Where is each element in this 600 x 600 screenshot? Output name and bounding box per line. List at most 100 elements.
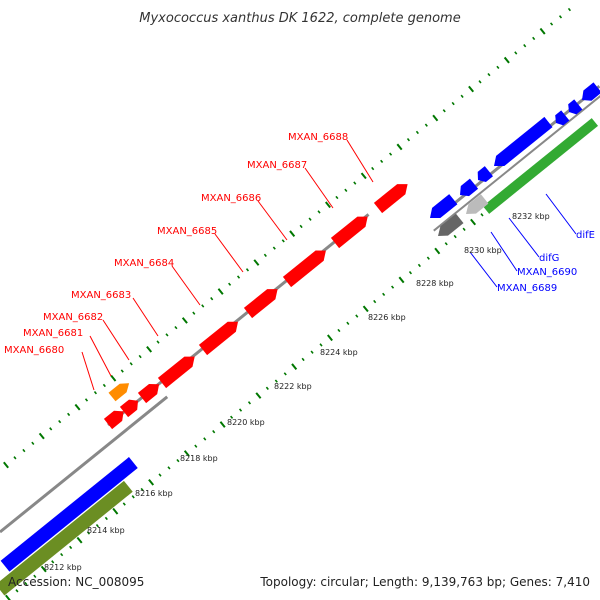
gene-label: MXAN_6688 <box>288 132 348 143</box>
inner-tick-mark <box>382 292 386 297</box>
outer-tick-mark <box>138 354 142 359</box>
outer-tick-mark <box>3 461 9 469</box>
gene-label-leader <box>304 167 334 209</box>
outer-tick-mark <box>415 130 419 135</box>
inner-tick-mark <box>398 276 405 284</box>
inner-tick-mark <box>301 357 305 362</box>
inner-tick-mark <box>326 334 333 342</box>
gene-label: MXAN_6690 <box>517 267 577 278</box>
inner-tick-mark <box>194 444 198 448</box>
forward-gene-arrow <box>119 399 138 418</box>
inner-tick-mark <box>362 305 369 313</box>
inner-tick-mark <box>426 256 430 260</box>
outer-tick-mark <box>102 383 106 388</box>
outer-tick-mark <box>496 65 500 70</box>
inner-tick-mark <box>148 478 155 486</box>
forward-gene-arrow <box>243 289 278 319</box>
inner-tick-mark <box>15 589 19 593</box>
inner-tick-mark <box>480 213 484 217</box>
ruler-label: 8212 kbp <box>44 563 82 572</box>
inner-tick-mark <box>319 343 323 347</box>
gene-label-leader <box>469 251 498 288</box>
inner-tick-mark <box>112 507 119 515</box>
outer-tick-mark <box>380 159 384 164</box>
reverse-gene-arrow <box>582 82 600 101</box>
outer-tick-mark <box>201 304 205 308</box>
outer-tick-mark <box>478 80 482 84</box>
inner-tick-mark <box>453 234 457 239</box>
inner-tick-mark <box>69 545 73 550</box>
outer-tick-mark <box>567 7 572 12</box>
inner-tick-mark <box>230 415 234 419</box>
outer-tick-mark <box>263 253 267 258</box>
outer-tick-mark <box>308 217 312 221</box>
inner-tick-mark <box>373 299 377 304</box>
map-title: Myxococcus xanthus DK 1622, complete gen… <box>139 11 460 26</box>
ruler-label: 8218 kbp <box>180 454 218 463</box>
inner-tick-mark <box>355 314 359 318</box>
inner-tick-mark <box>255 392 262 399</box>
reverse-gene-arrow <box>555 110 570 126</box>
outer-tick-mark <box>503 56 510 64</box>
outer-tick-mark <box>49 427 53 431</box>
gene-label-leader <box>171 265 201 306</box>
topology-label: Topology: circular; Length: 9,139,763 bp… <box>259 575 590 589</box>
inner-tick-mark <box>310 350 314 354</box>
backbone-left <box>0 395 169 534</box>
outer-tick-mark <box>344 188 348 192</box>
outer-tick-mark <box>210 297 214 301</box>
outer-tick-mark <box>120 369 124 373</box>
ruler-label: 8230 kbp <box>464 246 502 255</box>
inner-tick-mark <box>238 408 243 412</box>
leader-lines-layer <box>81 139 577 391</box>
gc-skew-band-left <box>0 480 133 596</box>
inner-tick-mark <box>212 430 216 434</box>
outer-tick-mark <box>558 15 563 19</box>
gene-label: MXAN_6680 <box>4 345 64 356</box>
forward-gene-arrow <box>330 216 368 249</box>
gene-label-leader <box>132 297 159 337</box>
ruler-label: 8214 kbp <box>87 526 125 535</box>
outer-tick-mark <box>289 230 296 238</box>
inner-tick-mark <box>283 372 287 376</box>
gene-label: MXAN_6689 <box>497 283 557 294</box>
gene-label: MXAN_6683 <box>71 290 131 301</box>
gc-skew-layer <box>0 118 599 596</box>
gene-label: MXAN_6685 <box>157 226 217 237</box>
gene-label-leader <box>508 217 540 258</box>
outer-tick-mark <box>245 268 250 272</box>
outer-tick-mark <box>13 456 17 460</box>
outer-tick-mark <box>424 123 428 127</box>
accession-label: Accession: NC_008095 <box>8 575 144 589</box>
gene-label-leader <box>545 193 577 235</box>
reverse-gene-arrow <box>460 178 479 197</box>
inner-tick-mark <box>247 401 252 405</box>
gene-label: MXAN_6686 <box>201 193 261 204</box>
forward-gene-arrow <box>157 356 195 389</box>
gene-label: difE <box>576 230 595 241</box>
outer-tick-mark <box>192 311 196 315</box>
outer-tick-mark <box>281 239 285 243</box>
inner-tick-mark <box>391 285 395 289</box>
gene-label: MXAN_6682 <box>43 312 103 323</box>
outer-tick-mark <box>487 72 491 77</box>
outer-tick-mark <box>539 27 546 35</box>
gene-label-leader <box>490 231 518 272</box>
inner-tick-mark <box>417 263 421 268</box>
outer-tick-mark <box>58 419 62 424</box>
forward-gene-arrow <box>103 410 124 430</box>
rna-feature-arrow <box>108 383 130 402</box>
inner-tick-mark <box>33 574 37 578</box>
outer-tick-mark <box>236 275 241 279</box>
inner-tick-mark <box>176 458 180 463</box>
outer-tick-mark <box>253 259 260 266</box>
outer-tick-mark <box>110 374 117 382</box>
outer-tick-mark <box>146 345 153 353</box>
outer-tick-mark <box>335 195 339 200</box>
outer-tick-mark <box>165 333 169 337</box>
outer-tick-mark <box>93 391 98 395</box>
inner-tick-mark <box>167 466 171 470</box>
outer-tick-mark <box>442 109 446 113</box>
outer-tick-mark <box>514 51 518 55</box>
reverse-strand-band <box>0 457 138 572</box>
